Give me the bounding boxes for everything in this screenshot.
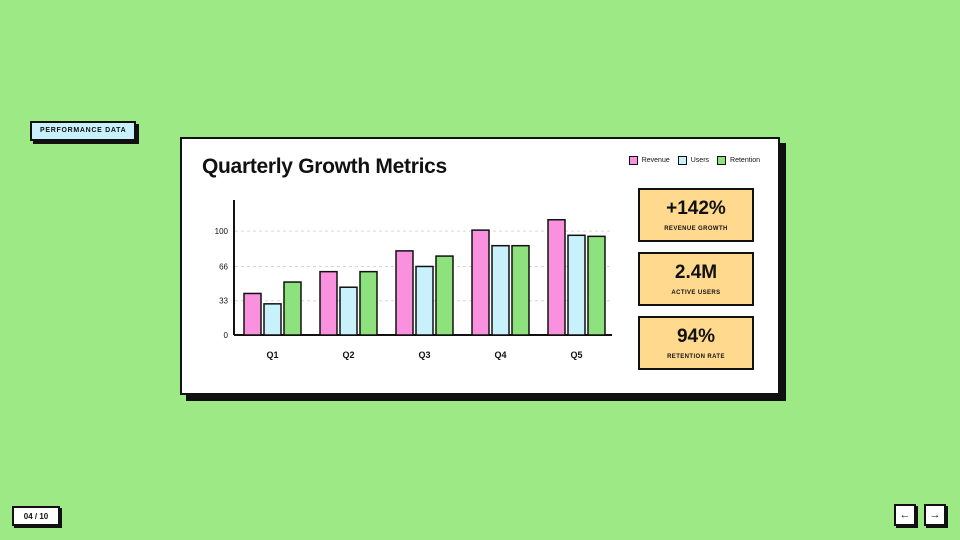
section-tag: PERFORMANCE DATA [30, 121, 137, 141]
bar-revenue [547, 218, 566, 336]
legend-item-users: Users [677, 156, 710, 165]
y-tick-label: 100 [215, 227, 229, 236]
x-tick-label: Q4 [494, 350, 506, 360]
legend-item-revenue: Revenue [628, 156, 670, 165]
chart-title: Quarterly Growth Metrics [202, 155, 447, 178]
chart-legend: Revenue Users Retention [628, 156, 760, 165]
legend-swatch-retention [717, 156, 727, 165]
bar-revenue [395, 250, 414, 336]
legend-label-users: Users [690, 157, 710, 164]
stat-value: 2.4M [674, 262, 718, 283]
legend-swatch-revenue [628, 156, 638, 165]
y-tick-label: 0 [224, 331, 229, 340]
bar-revenue [243, 292, 262, 336]
bar-retention [435, 255, 454, 336]
stats-panel: +142% REVENUE GROWTH 2.4M ACTIVE USERS 9… [638, 188, 758, 380]
next-slide-button[interactable]: → [924, 504, 946, 526]
stat-value: 94% [676, 326, 716, 347]
bar-users [339, 286, 358, 336]
x-tick-label: Q1 [266, 350, 278, 360]
x-tick-label: Q3 [418, 350, 430, 360]
stat-label: ACTIVE USERS [671, 290, 721, 296]
legend-swatch-users [677, 156, 687, 165]
y-tick-label: 33 [219, 297, 228, 306]
legend-label-revenue: Revenue [641, 157, 670, 164]
bar-users [491, 244, 510, 336]
stat-card-active-users: 2.4M ACTIVE USERS [638, 252, 754, 306]
bar-retention [587, 235, 606, 336]
bar-revenue [319, 270, 338, 336]
page-counter: 04 / 10 [12, 506, 60, 526]
bar-retention [359, 270, 378, 336]
x-tick-label: Q2 [342, 350, 354, 360]
bar-retention [511, 244, 530, 336]
x-tick-label: Q5 [570, 350, 582, 360]
stat-label: RETENTION RATE [667, 354, 725, 360]
legend-label-retention: Retention [730, 157, 760, 164]
chart-card: Quarterly Growth Metrics Revenue Users R… [180, 137, 780, 395]
stat-card-retention-rate: 94% RETENTION RATE [638, 316, 754, 370]
bar-chart: 0 33 66 100 Q1 Q2 Q3 Q4 Q5 [215, 200, 612, 360]
stat-label: REVENUE GROWTH [664, 226, 728, 232]
prev-slide-button[interactable]: ← [894, 504, 916, 526]
legend-item-retention: Retention [717, 156, 760, 165]
bar-revenue [471, 229, 490, 336]
bar-users [263, 303, 282, 336]
y-tick-label: 66 [219, 262, 228, 271]
stat-value: +142% [666, 198, 726, 219]
stat-card-revenue-growth: +142% REVENUE GROWTH [638, 188, 754, 242]
bar-users [415, 265, 434, 336]
bar-users [567, 234, 586, 336]
bar-retention [283, 281, 302, 336]
